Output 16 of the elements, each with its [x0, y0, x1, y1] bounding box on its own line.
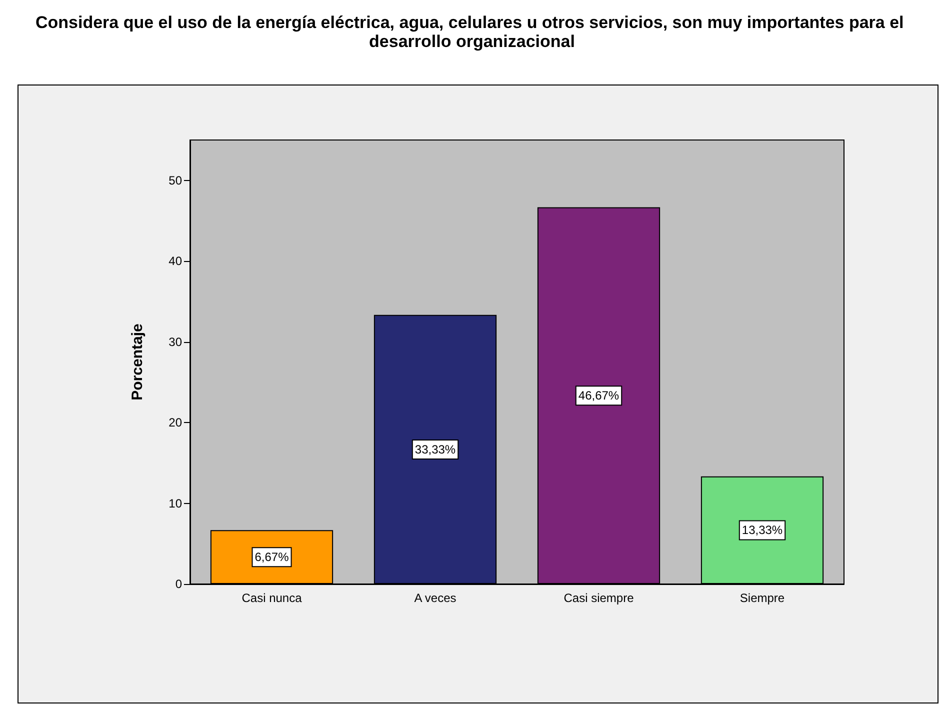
chart-title: Considera que el uso de la energía eléctrica, agua, celulares u otros servicios, son muy importantes para el desarrollo organizacional — [36, 13, 908, 51]
y-tick-label: 10 — [168, 496, 182, 510]
data-label: 6,67% — [254, 550, 290, 564]
y-tick-label: 30 — [168, 334, 182, 349]
data-label: 33,33% — [414, 442, 456, 456]
y-tick-label: 20 — [168, 416, 182, 430]
y-tick-label: 50 — [168, 173, 182, 188]
x-tick-label: A veces — [414, 591, 456, 605]
y-tick-label: 40 — [168, 254, 182, 268]
y-tick-label: 0 — [175, 577, 182, 591]
x-tick-label: Casi nunca — [242, 591, 302, 605]
x-tick-label: Casi siempre — [564, 591, 634, 605]
x-tick-label: Siempre — [740, 591, 785, 605]
data-label: 46,67% — [578, 388, 620, 403]
data-label: 13,33% — [742, 523, 783, 538]
y-axis-title: Porcentaje — [129, 324, 146, 400]
